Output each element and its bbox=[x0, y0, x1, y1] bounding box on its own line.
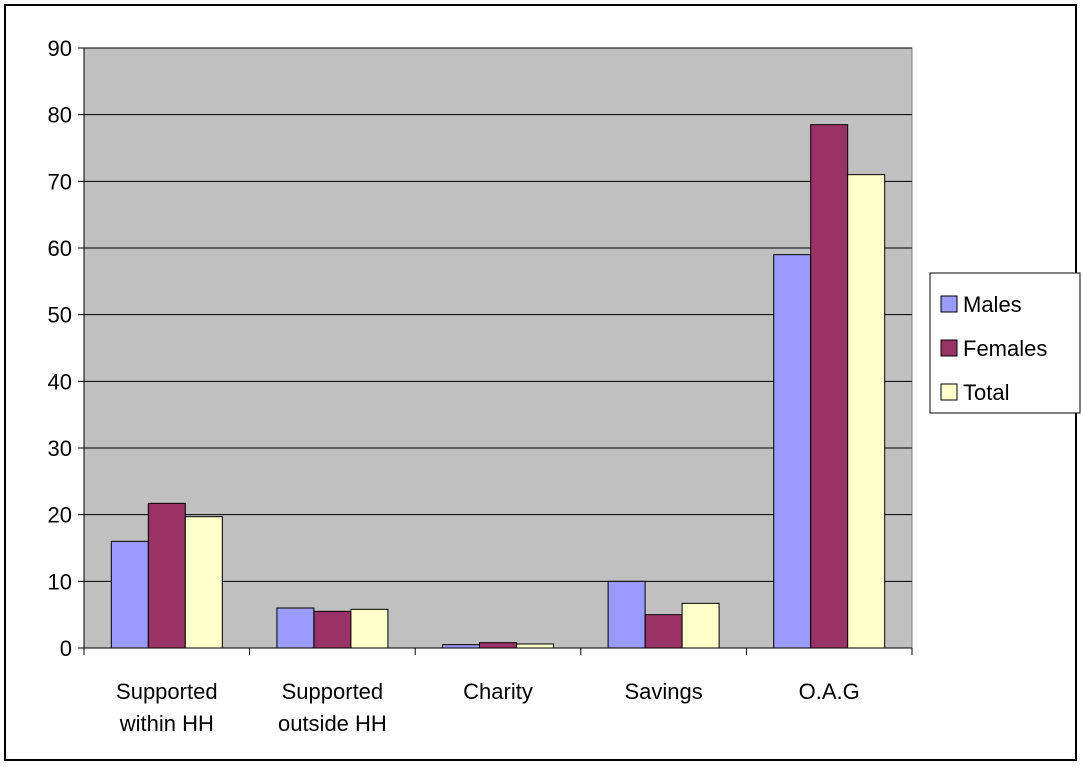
legend-label-females: Females bbox=[963, 336, 1047, 361]
y-tick-label: 40 bbox=[48, 369, 72, 394]
x-tick-label: Savings bbox=[624, 679, 702, 704]
bar-males-0 bbox=[110, 540, 149, 649]
bar-total-1 bbox=[350, 608, 389, 649]
y-axis-ticks: 0 10 20 30 40 50 60 70 80 90 bbox=[48, 36, 84, 661]
y-tick-label: 90 bbox=[48, 36, 72, 61]
legend-swatch-males bbox=[940, 295, 958, 313]
bar-females-3 bbox=[644, 614, 683, 649]
x-tick-label: O.A.G bbox=[799, 679, 860, 704]
bar-females-0 bbox=[147, 502, 186, 649]
y-tick-label: 80 bbox=[48, 103, 72, 128]
y-tick-label: 0 bbox=[60, 636, 72, 661]
bar-total-0 bbox=[184, 516, 223, 649]
bar-total-3 bbox=[681, 602, 720, 649]
bar-total-4 bbox=[847, 174, 886, 649]
bar-males-3 bbox=[607, 580, 646, 649]
legend-swatch-total bbox=[940, 383, 958, 401]
bar-females-4 bbox=[810, 124, 849, 649]
bar-males-1 bbox=[276, 607, 315, 649]
y-tick-label: 30 bbox=[48, 436, 72, 461]
x-axis-ticks: Supported within HH Supported outside HH Cha… bbox=[83, 648, 913, 736]
y-tick-label: 10 bbox=[48, 569, 72, 594]
bar-males-4 bbox=[773, 254, 812, 649]
y-tick-label: 60 bbox=[48, 236, 72, 261]
y-tick-label: 70 bbox=[48, 169, 72, 194]
bar-females-2 bbox=[479, 642, 517, 649]
y-tick-label: 50 bbox=[48, 303, 72, 328]
legend: Males Females Total bbox=[929, 272, 1081, 414]
bar-females-1 bbox=[313, 610, 352, 649]
x-tick-label: Charity bbox=[463, 679, 533, 704]
axes bbox=[83, 48, 912, 649]
bar-total-2 bbox=[516, 643, 554, 649]
x-tick-label: Supported outside HH bbox=[278, 679, 387, 736]
legend-label-males: Males bbox=[963, 292, 1022, 317]
legend-swatch-females bbox=[940, 339, 958, 357]
legend-label-total: Total bbox=[963, 380, 1009, 405]
x-tick-label: Supported within HH bbox=[116, 679, 218, 736]
y-tick-label: 20 bbox=[48, 503, 72, 528]
